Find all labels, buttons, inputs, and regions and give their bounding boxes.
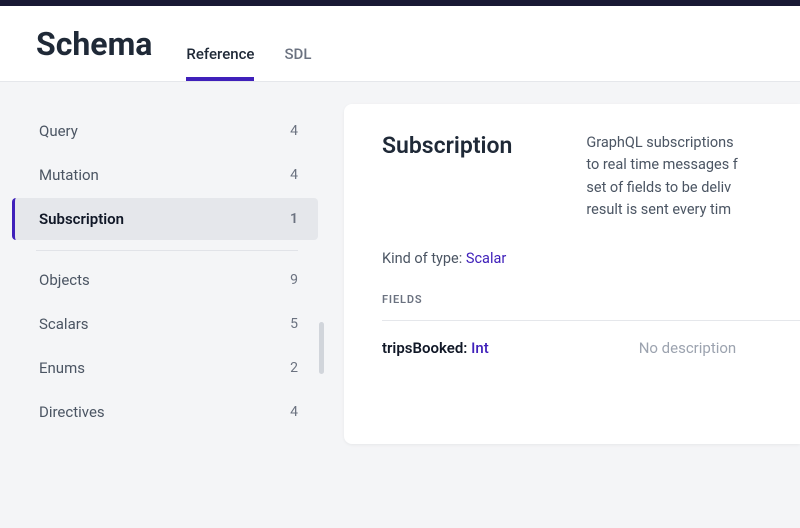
header-tabs: Reference SDL (186, 45, 311, 81)
sidebar-item-subscription[interactable]: Subscription 1 (12, 198, 318, 240)
sidebar-item-query[interactable]: Query 4 (12, 110, 318, 152)
field-name: tripsBooked: (382, 339, 467, 357)
sidebar-item-count: 9 (290, 272, 298, 288)
field-signature: tripsBooked: Int (382, 339, 489, 357)
content: Subscription GraphQL subscriptions to re… (326, 82, 800, 528)
sidebar-item-label: Objects (39, 271, 90, 289)
sidebar-item-label: Directives (39, 403, 105, 421)
detail-panel: Subscription GraphQL subscriptions to re… (344, 104, 800, 444)
sidebar-item-mutation[interactable]: Mutation 4 (12, 154, 318, 196)
kind-label: Kind of type: (382, 250, 466, 267)
fields-divider (382, 320, 800, 321)
page-title: Schema (36, 25, 152, 81)
sidebar-item-directives[interactable]: Directives 4 (12, 391, 318, 433)
sidebar-inner: Query 4 Mutation 4 Subscription 1 Object… (12, 110, 318, 435)
sidebar-divider (36, 250, 298, 251)
field-type-link[interactable]: Int (471, 339, 489, 357)
sidebar-item-count: 4 (290, 404, 298, 420)
fields-heading: FIELDS (382, 293, 800, 306)
sidebar-item-label: Scalars (39, 315, 89, 333)
sidebar-item-count: 4 (290, 123, 298, 139)
header: Schema Reference SDL (0, 6, 800, 82)
body: Query 4 Mutation 4 Subscription 1 Object… (0, 82, 800, 528)
sidebar-item-count: 4 (290, 167, 298, 183)
sidebar-item-count: 2 (290, 360, 298, 376)
sidebar-item-label: Mutation (39, 166, 99, 184)
tab-sdl[interactable]: SDL (284, 45, 311, 81)
type-description: GraphQL subscriptions to real time messa… (586, 132, 737, 222)
sidebar-scrollbar[interactable] (319, 322, 324, 374)
sidebar-item-label: Query (39, 122, 78, 140)
sidebar-item-label: Enums (39, 359, 85, 377)
tab-reference[interactable]: Reference (186, 45, 254, 81)
sidebar-item-scalars[interactable]: Scalars 5 (12, 303, 318, 345)
panel-header: Subscription GraphQL subscriptions to re… (382, 132, 800, 222)
field-row: tripsBooked: Int No description (382, 339, 800, 357)
field-description: No description (639, 339, 737, 357)
sidebar: Query 4 Mutation 4 Subscription 1 Object… (0, 82, 326, 528)
sidebar-item-objects[interactable]: Objects 9 (12, 259, 318, 301)
sidebar-item-count: 1 (290, 211, 298, 227)
kind-of-type: Kind of type: Scalar (382, 250, 800, 267)
type-title: Subscription (382, 132, 512, 159)
sidebar-item-label: Subscription (39, 210, 124, 228)
kind-link[interactable]: Scalar (466, 250, 506, 267)
sidebar-item-count: 5 (290, 316, 298, 332)
sidebar-item-enums[interactable]: Enums 2 (12, 347, 318, 389)
